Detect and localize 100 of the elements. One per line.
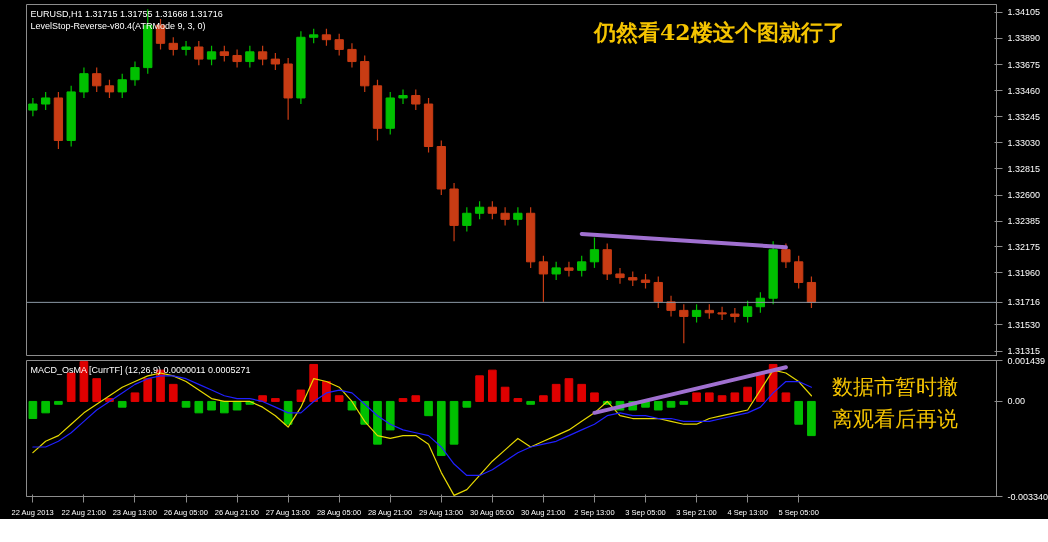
candlestick	[500, 206, 510, 227]
candlestick	[730, 307, 740, 324]
candlestick	[538, 255, 549, 303]
candlestick	[462, 206, 472, 233]
y-tick-label: 0.00	[1007, 396, 1026, 407]
bar	[794, 400, 803, 425]
bar	[717, 395, 727, 402]
annotation: 数据市暂时撤	[831, 374, 958, 399]
bar	[488, 369, 497, 402]
candlestick	[717, 306, 727, 321]
bar	[181, 400, 191, 408]
bar	[168, 383, 178, 402]
bar	[411, 395, 421, 402]
bar	[296, 389, 306, 402]
candlestick	[794, 255, 804, 290]
candlestick	[206, 45, 217, 66]
y-tick-label: 1.31530	[1007, 319, 1041, 330]
bar	[54, 400, 63, 405]
bar	[271, 398, 280, 402]
bar	[334, 395, 344, 402]
candlestick	[130, 60, 140, 87]
bar	[283, 400, 293, 425]
candlestick	[679, 303, 689, 344]
bar	[590, 392, 599, 402]
bar	[373, 400, 382, 445]
y-tick-label: -0.003340	[1007, 491, 1048, 502]
candlestick	[168, 36, 178, 57]
candlestick	[411, 88, 421, 111]
y-tick-label: 1.33030	[1007, 137, 1041, 148]
bar	[551, 383, 561, 402]
bar	[41, 400, 50, 414]
y-tick-label: 1.31960	[1007, 267, 1041, 278]
candlestick	[232, 48, 242, 69]
bar	[194, 400, 204, 414]
bar	[117, 400, 127, 408]
bar	[398, 398, 408, 402]
y-tick-label: 1.32600	[1007, 190, 1041, 201]
candlestick	[92, 67, 102, 93]
candlestick	[334, 33, 344, 57]
candlestick	[666, 295, 676, 318]
bar	[730, 392, 740, 402]
candlestick	[487, 200, 497, 220]
y-tick-label: 0.001439	[1007, 355, 1046, 366]
annotation: 离观看后再说	[831, 406, 958, 431]
candlestick	[117, 73, 127, 99]
candlestick	[781, 243, 791, 269]
bar	[207, 400, 216, 411]
y-tick-label: 1.32175	[1007, 241, 1041, 252]
bar	[807, 400, 816, 437]
bar	[309, 363, 318, 402]
bar	[743, 386, 752, 402]
bar	[475, 375, 484, 402]
bar	[424, 400, 433, 417]
candlestick	[41, 91, 51, 111]
candlestick	[551, 261, 561, 281]
annotation: 仍然看42楼这个图就行了	[592, 18, 845, 45]
candlestick	[104, 79, 115, 99]
bar	[130, 392, 140, 402]
y-tick-label: 1.34105	[1007, 7, 1041, 18]
y-tick-label: 1.32815	[1007, 163, 1041, 174]
bar	[653, 400, 663, 411]
candlestick	[79, 67, 89, 99]
candlestick	[589, 236, 600, 269]
bar	[385, 400, 395, 431]
candlestick	[257, 45, 268, 66]
bar	[258, 395, 267, 402]
candlestick	[28, 97, 38, 117]
candlestick	[347, 42, 357, 69]
bar	[322, 381, 331, 402]
candlestick	[653, 275, 663, 309]
candlestick	[513, 206, 523, 227]
bar	[577, 383, 587, 402]
y-tick-label: 1.31315	[1007, 346, 1041, 357]
candlestick	[194, 40, 204, 66]
bar	[449, 400, 459, 445]
bar	[220, 400, 229, 414]
candlestick	[245, 45, 255, 69]
y-tick-label: 1.33460	[1007, 85, 1041, 96]
bar	[436, 400, 446, 457]
y-tick-label: 1.33890	[1007, 33, 1041, 44]
bar	[143, 378, 153, 402]
candlestick	[181, 40, 191, 57]
line-series	[32, 375, 813, 477]
bar	[28, 400, 38, 420]
candlestick	[577, 255, 587, 277]
y-tick-label: 1.32385	[1007, 216, 1041, 227]
candlestick	[691, 303, 702, 324]
y-tick-label: 1.33245	[1007, 111, 1041, 122]
candlestick	[398, 88, 408, 105]
bar	[564, 378, 574, 402]
bar	[692, 392, 701, 402]
candlestick	[806, 275, 817, 309]
y-tick-label: 1.33675	[1007, 59, 1041, 70]
bar	[462, 400, 472, 408]
bar	[666, 400, 676, 408]
bar	[500, 386, 510, 402]
bar	[705, 392, 714, 402]
bar	[539, 395, 548, 402]
ref-line-label: 1.31716	[1007, 297, 1041, 308]
bar	[781, 392, 791, 402]
